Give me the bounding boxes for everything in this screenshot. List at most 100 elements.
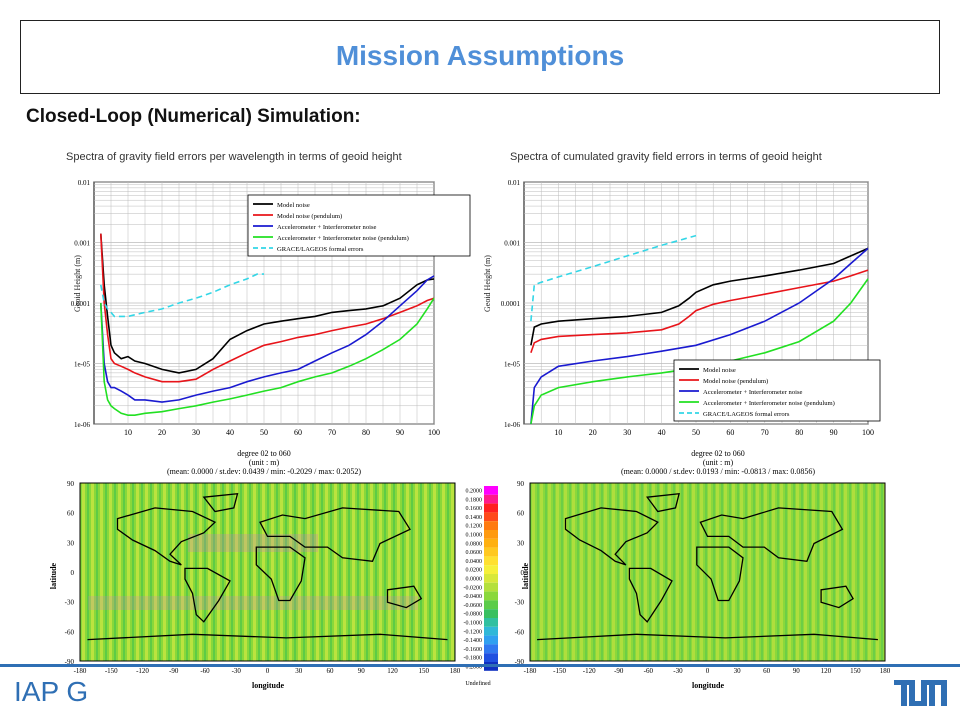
colorbar-swatch xyxy=(484,591,498,601)
map1-stats: (mean: 0.0000 / st.dev: 0.0439 / min: -0… xyxy=(167,467,361,476)
iapg-logo: IAP G xyxy=(14,676,89,707)
lat-tick-label: -90 xyxy=(515,658,525,666)
coastline xyxy=(646,492,680,513)
lon-tick-label: -60 xyxy=(644,667,654,675)
map2-header-line2: (unit : m) xyxy=(703,458,734,467)
x-tick-label: 50 xyxy=(260,428,268,437)
lat-tick-label: 0 xyxy=(521,569,525,577)
colorbar-swatch xyxy=(484,494,498,504)
legend-label: Model noise xyxy=(703,367,736,374)
colorbar-label: 0.1600 xyxy=(466,506,483,512)
map2-stats: (mean: 0.0000 / st.dev: 0.0193 / min: -0… xyxy=(621,467,815,476)
lon-tick-label: -90 xyxy=(169,667,179,675)
colorbar-swatch xyxy=(484,574,498,583)
colorbar-label: -0.1000 xyxy=(464,621,483,627)
colorbar-label: -0.1600 xyxy=(464,647,483,653)
lon-tick-label: -120 xyxy=(583,667,596,675)
x-tick-label: 10 xyxy=(124,428,132,437)
colorbar-swatch xyxy=(484,626,498,636)
map2-field xyxy=(529,482,886,662)
colorbar-label: 0.0800 xyxy=(466,541,483,547)
lon-tick-label: -150 xyxy=(553,667,566,675)
map1-header-line1: degree 02 to 060 xyxy=(237,449,291,458)
coastline xyxy=(259,507,411,563)
colorbar-label: 0.2000 xyxy=(466,489,483,495)
colorbar-label: -0.0200 xyxy=(464,585,483,591)
colorbar-label: 0.1800 xyxy=(466,497,483,503)
lat-tick-label: 60 xyxy=(67,510,75,518)
colorbar-label: -0.0400 xyxy=(464,594,483,600)
x-tick-label: 70 xyxy=(761,428,769,437)
colorbar-swatch xyxy=(484,635,498,645)
colorbar-swatch xyxy=(484,644,498,654)
coastline xyxy=(699,507,844,563)
colorbar-swatch xyxy=(484,486,498,495)
colorbar-label: 0.1400 xyxy=(466,515,483,521)
map2-coastlines xyxy=(537,492,878,641)
legend-label: Accelerometer + Interferometer noise xyxy=(277,224,377,231)
lat-tick-label: 60 xyxy=(517,510,525,518)
y-tick-label: 0.01 xyxy=(508,179,521,187)
lat-tick-label: 30 xyxy=(517,539,525,547)
lon-tick-label: -180 xyxy=(524,667,537,675)
coastline xyxy=(255,546,306,602)
colorbar-swatch xyxy=(484,600,498,610)
colorbar-label: 0.0400 xyxy=(466,559,483,565)
slide-subtitle: Closed-Loop (Numerical) Simulation: xyxy=(26,106,361,127)
y-tick-label: 0.01 xyxy=(78,179,91,187)
series-line-acc-ifo-pendulum xyxy=(100,297,435,417)
lat-tick-label: -30 xyxy=(65,599,75,607)
colorbar-undefined-label: Undefined xyxy=(465,680,490,687)
y-tick-label: 1e-05 xyxy=(74,361,90,369)
lon-tick-label: 180 xyxy=(450,667,461,675)
y-tick-label: 1e-06 xyxy=(504,421,520,429)
chart1-title: Spectra of gravity field errors per wave… xyxy=(66,151,402,163)
series-line-model-noise xyxy=(530,247,869,346)
colorbar-swatch xyxy=(484,521,498,530)
chart1-ylabel: Geoid Height (m) xyxy=(73,255,82,312)
y-tick-label: 1e-06 xyxy=(74,421,90,429)
colorbar-swatch xyxy=(484,582,498,592)
map1-field xyxy=(79,482,456,662)
colorbar-swatch xyxy=(484,618,498,627)
x-tick-label: 20 xyxy=(158,428,166,437)
lat-tick-label: 30 xyxy=(67,539,75,547)
colorbar-swatch xyxy=(484,565,498,574)
x-tick-label: 40 xyxy=(226,428,234,437)
colorbar-label: -0.0800 xyxy=(464,612,483,618)
lon-tick-label: -60 xyxy=(200,667,210,675)
x-tick-label: 90 xyxy=(830,428,838,437)
series-line-acc-ifo xyxy=(100,275,435,403)
lon-tick-label: 120 xyxy=(821,667,832,675)
coastline xyxy=(202,492,239,513)
colorbar-label: -0.2000 xyxy=(464,665,483,671)
legend-label: GRACE/LAGEOS formal errors xyxy=(277,246,364,253)
x-tick-label: 40 xyxy=(658,428,666,437)
coastline xyxy=(87,633,448,641)
chart1-legend: Model noise Model noise (pendulum) Acceler… xyxy=(247,194,471,257)
colorbar-swatch xyxy=(484,503,498,513)
map1-artifact-south xyxy=(88,596,418,610)
series-line-acc-ifo xyxy=(530,247,869,425)
colorbar-swatch xyxy=(484,547,498,557)
x-tick-label: 10 xyxy=(554,428,562,437)
map1-coastlines xyxy=(87,492,448,641)
colorbar-swatch xyxy=(484,530,498,539)
x-tick-label: 60 xyxy=(294,428,302,437)
y-tick-label: 0.001 xyxy=(504,240,520,248)
x-tick-label: 80 xyxy=(795,428,803,437)
lon-tick-label: 60 xyxy=(763,667,771,675)
map1-xlabel: longitude xyxy=(252,681,284,690)
lon-tick-label: 0 xyxy=(706,667,710,675)
chart2-title: Spectra of cumulated gravity field error… xyxy=(510,151,822,163)
legend-label: Model noise (pendulum) xyxy=(703,378,768,385)
lat-tick-label: -60 xyxy=(515,628,525,636)
y-tick-label: 0.0001 xyxy=(71,300,91,308)
coastline xyxy=(564,507,659,566)
x-tick-label: 50 xyxy=(692,428,700,437)
legend-label: Accelerometer + Interferometer noise xyxy=(703,389,803,396)
lat-tick-label: 90 xyxy=(517,480,525,488)
colorbar-label: 0.1000 xyxy=(466,533,483,539)
map-residual-field: degree 02 to 060 (unit : m) (mean: 0.000… xyxy=(515,449,891,690)
series-line-model-noise-pendulum xyxy=(530,269,869,354)
